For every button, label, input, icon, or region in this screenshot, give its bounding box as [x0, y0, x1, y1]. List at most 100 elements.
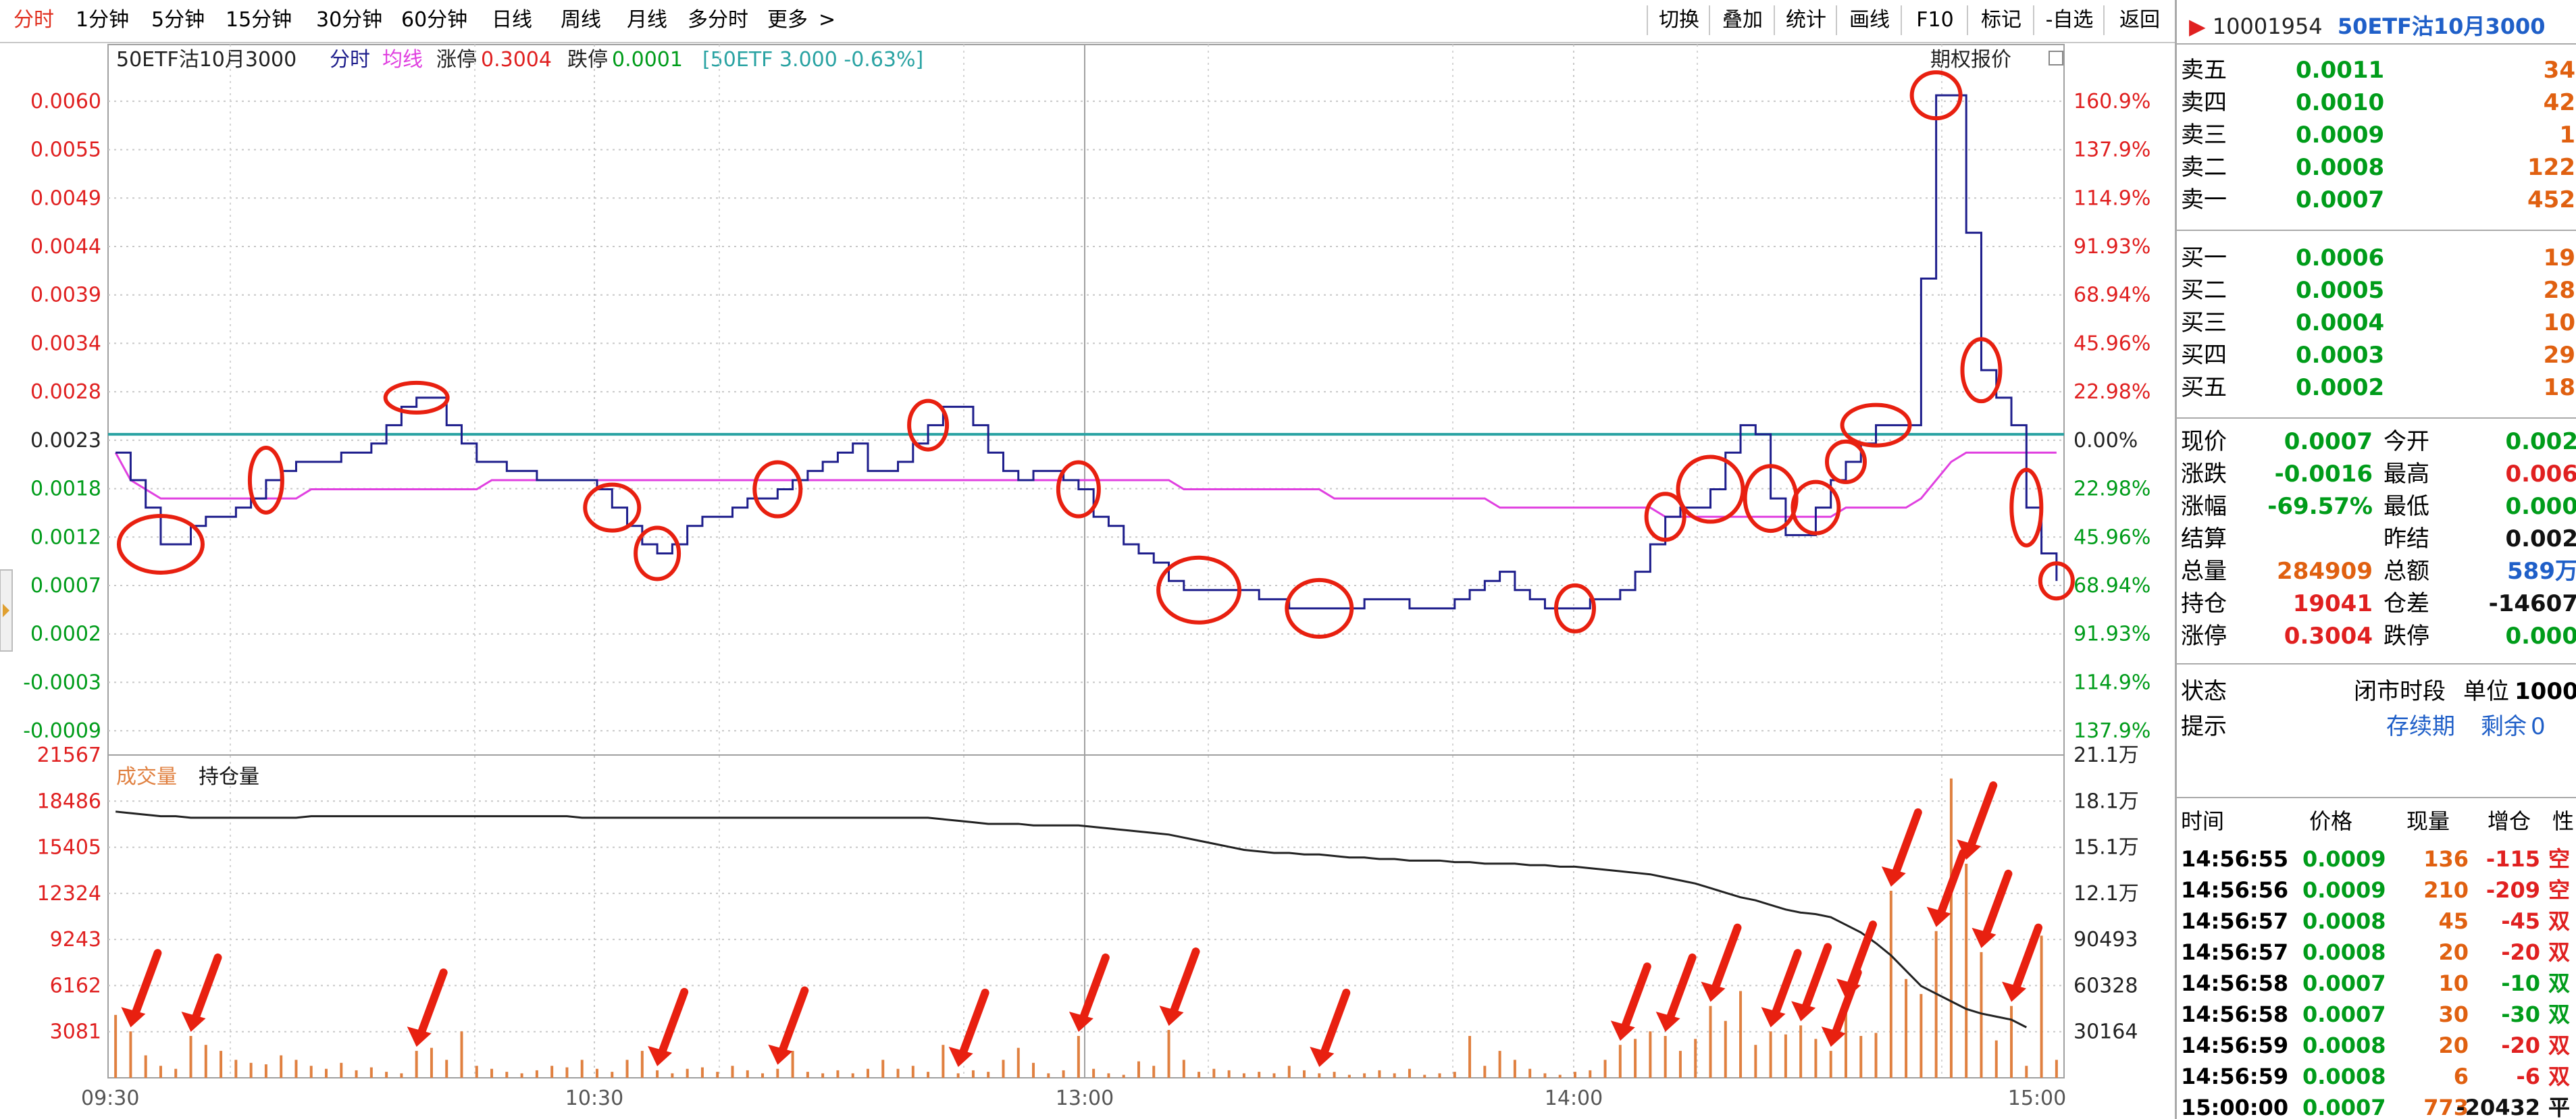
ask-row: 卖三 0.0009 1: [2177, 118, 2576, 153]
trade-nature: 双: [2548, 939, 2571, 965]
stat-label: 今开: [2384, 428, 2429, 455]
trade-row: 14:56:55 0.0009 136 -115 空: [2177, 840, 2576, 878]
annotation-circle: [1156, 555, 1242, 625]
ask-label: 卖四: [2181, 89, 2227, 116]
toolbar-button-2[interactable]: 统计: [1774, 5, 1837, 35]
col-nature: 性: [2552, 808, 2575, 834]
trade-time: 14:56:58: [2181, 1001, 2289, 1027]
bid-label: 买四: [2181, 342, 2227, 369]
time-label: 09:30: [81, 1087, 139, 1110]
quote-label[interactable]: 期权报价: [1930, 48, 2011, 72]
annotation-arrow: [1310, 989, 1351, 1067]
trade-oi-change: -20432: [2456, 1095, 2540, 1119]
trade-volume: 45: [2438, 908, 2469, 934]
pct-tick: 137.9%: [2073, 138, 2150, 162]
period-tab-5[interactable]: 60分钟: [401, 8, 468, 32]
trade-price: 0.0009: [2302, 877, 2386, 903]
stat-value: -69.57%: [2267, 493, 2373, 520]
period-tab-3[interactable]: 15分钟: [226, 8, 292, 32]
annotation-circle: [1791, 479, 1841, 536]
price-tick: 0.0060: [30, 90, 101, 113]
oi-tick: 18.1万: [2073, 789, 2139, 813]
toolbar-button-0[interactable]: 切换: [1647, 5, 1710, 35]
ask-label: 卖五: [2181, 57, 2227, 84]
trade-volume: 136: [2423, 846, 2469, 872]
annotation-circle: [1824, 439, 1867, 484]
bid-price: 0.0005: [2296, 277, 2385, 304]
trade-price: 0.0008: [2302, 1064, 2386, 1089]
stat-row: 涨跌 -0.0016 最高 0.006: [2177, 457, 2576, 492]
ask-row: 卖一 0.0007 452: [2177, 182, 2576, 217]
chart-header: 50ETF沽10月3000 分时 均线 涨停 0.3004 跌停 0.0001 [50ETF …: [116, 48, 2063, 72]
price-tick: 0.0018: [30, 477, 101, 501]
toolbar-button-6[interactable]: -自选: [2033, 5, 2105, 35]
trade-oi-change: -20: [2501, 939, 2540, 965]
col-price: 价格: [2309, 808, 2353, 834]
contract-code: 10001954: [2212, 14, 2323, 39]
toolbar-button-4[interactable]: F10: [1901, 5, 1968, 35]
toolbar-button-5[interactable]: 标记: [1967, 5, 2034, 35]
trade-volume: 20: [2438, 939, 2469, 965]
period-tab-6[interactable]: 日线: [492, 8, 532, 32]
period-tab-9[interactable]: 多分时: [688, 8, 748, 32]
trade-oi-change: -20: [2501, 1033, 2540, 1058]
more-arrow-icon[interactable]: >: [819, 8, 836, 32]
ask-volume: 122: [2527, 154, 2575, 181]
trade-time: 14:56:59: [2181, 1064, 2289, 1089]
bid-volume: 10: [2543, 309, 2575, 336]
trade-volume: 10: [2438, 970, 2469, 996]
annotation-arrow: [1836, 920, 1877, 999]
pct-tick: 22.98%: [2073, 380, 2150, 404]
trade-row: 14:56:59 0.0008 6 -6 双: [2177, 1058, 2576, 1095]
stat-value: 0.000: [2505, 493, 2576, 520]
period-tab-8[interactable]: 月线: [627, 8, 667, 32]
trade-nature: 双: [2548, 970, 2571, 996]
stat-label: 现价: [2181, 428, 2227, 455]
pct-tick: 114.9%: [2073, 186, 2150, 210]
stat-row: 现价 0.0007 今开 0.002: [2177, 424, 2576, 459]
bid-row: 买四 0.0003 29: [2177, 338, 2576, 373]
price-tick: -0.0003: [23, 671, 101, 694]
trade-time: 14:56:57: [2181, 939, 2289, 965]
toolbar-button-7[interactable]: 返回: [2103, 5, 2175, 35]
unit-value: 1000: [2515, 678, 2576, 705]
stat-label: 总额: [2384, 558, 2429, 585]
annotation-arrow: [121, 949, 162, 1028]
annotation-circle: [383, 380, 450, 415]
toolbar-button-1[interactable]: 叠加: [1709, 5, 1775, 35]
price-tick: -0.0009: [23, 719, 101, 743]
toolbar-button-3[interactable]: 画线: [1836, 5, 1902, 35]
oi-tick: 30164: [2073, 1020, 2138, 1044]
period-tab-2[interactable]: 5分钟: [151, 8, 205, 32]
annotation-circle: [1056, 460, 1101, 519]
stat-row: 总量 284909 总额 589万: [2177, 554, 2576, 589]
status-label: 状态: [2181, 678, 2227, 705]
expand-arrow-icon[interactable]: [3, 604, 9, 617]
annotation-arrow: [181, 953, 222, 1032]
trade-nature: 双: [2548, 1064, 2571, 1089]
trade-time: 14:56:55: [2181, 846, 2289, 872]
annotation-circle: [1644, 492, 1686, 542]
ask-volume: 42: [2543, 89, 2575, 116]
expand-icon[interactable]: [2049, 51, 2063, 66]
divider: [2177, 43, 2576, 45]
bid-label: 买二: [2181, 277, 2227, 304]
pct-tick: 45.96%: [2073, 525, 2150, 549]
trade-row: 14:56:58 0.0007 10 -10 双: [2177, 964, 2576, 1002]
bid-price: 0.0002: [2296, 374, 2385, 401]
volume-tick: 15405: [37, 836, 101, 860]
period-tab-10[interactable]: 更多: [767, 8, 808, 32]
period-tab-0[interactable]: 分时: [14, 8, 54, 32]
divider: [2177, 230, 2576, 231]
period-toolbar: 分时 1分钟 5分钟 15分钟 30分钟 60分钟 日线 周线 月线 多分时 更多 > 切换 叠加 统计 画线…: [0, 0, 2175, 43]
price-tick: 0.0044: [30, 235, 101, 259]
stat-value: 589万: [2507, 558, 2576, 585]
stat-value: 0.002: [2505, 525, 2576, 552]
trade-time: 14:56:58: [2181, 970, 2289, 996]
period-tab-1[interactable]: 1分钟: [76, 8, 130, 32]
bid-price: 0.0004: [2296, 309, 2385, 336]
period-tab-4[interactable]: 30分钟: [316, 8, 383, 32]
trade-price: 0.0007: [2302, 970, 2386, 996]
period-tab-7[interactable]: 周线: [561, 8, 601, 32]
header-avg-label: 均线: [382, 48, 423, 72]
